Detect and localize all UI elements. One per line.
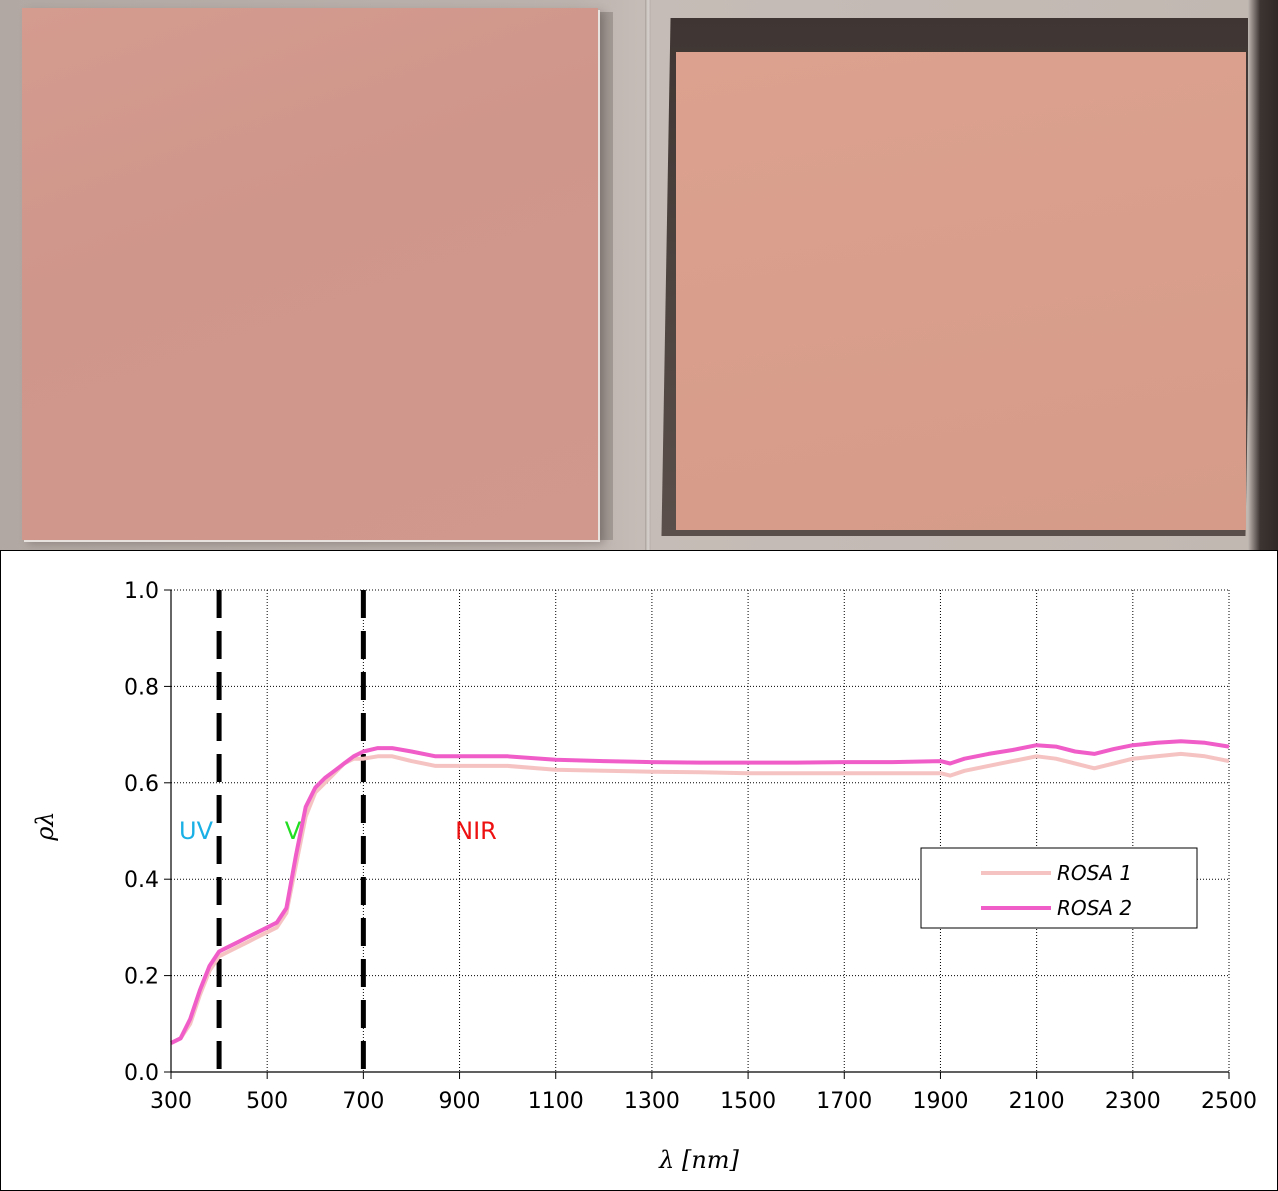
series-line-1 <box>170 751 1230 1045</box>
x-tick-label: 700 <box>342 1089 384 1114</box>
legend-box <box>920 847 1198 929</box>
y-tick-label: 0.6 <box>124 772 159 797</box>
series-line-2 <box>170 739 1230 1045</box>
x-axis-title: λ [nm] <box>658 1146 739 1174</box>
grid-layer <box>171 589 1230 1072</box>
legend-label: ROSA 2 <box>1057 896 1132 920</box>
x-tick-label: 2500 <box>1201 1089 1257 1114</box>
photo-divider <box>645 0 651 550</box>
x-tick-label: 1900 <box>912 1089 968 1114</box>
right-sample-tile <box>676 52 1246 530</box>
x-tick-label: 2100 <box>1009 1089 1065 1114</box>
x-tick-label: 1100 <box>528 1089 584 1114</box>
y-tick-label: 1.0 <box>124 579 159 604</box>
y-tick-label: 0.2 <box>124 965 159 990</box>
y-tick-label: 0.0 <box>124 1061 159 1086</box>
reflectance-chart-panel: 300 500 700 900 1100 1300 1500 1700 1900 2100 2300… <box>0 550 1278 1191</box>
y-axis-title: ρλ <box>31 811 59 841</box>
region-label-uv: UV <box>179 817 214 845</box>
x-tick-label: 500 <box>246 1089 288 1114</box>
y-tick-label: 0.8 <box>124 675 159 700</box>
region-labels: UV V NIR <box>179 817 497 845</box>
x-tick-label: 1300 <box>624 1089 680 1114</box>
y-tick-label: 0.4 <box>124 868 159 893</box>
x-tick-label: 1500 <box>720 1089 776 1114</box>
legend: ROSA 1 ROSA 2 <box>920 847 1198 929</box>
series-layer <box>170 739 1230 1045</box>
reflectance-chart: 300 500 700 900 1100 1300 1500 1700 1900 2100 2300… <box>31 579 1257 1174</box>
sample-photo-panel <box>0 0 1278 550</box>
x-tick-label: 1700 <box>816 1089 872 1114</box>
x-tick-label: 2300 <box>1105 1089 1161 1114</box>
axis-layer: 300 500 700 900 1100 1300 1500 1700 1900 2100 2300… <box>124 579 1257 1114</box>
region-label-nir: NIR <box>455 817 497 845</box>
x-tick-label: 300 <box>150 1089 192 1114</box>
legend-label: ROSA 1 <box>1057 861 1132 885</box>
region-label-v: V <box>285 817 302 845</box>
photo-right-edge <box>1248 0 1278 550</box>
x-tick-label: 900 <box>439 1089 481 1114</box>
left-sample-tile <box>22 8 598 540</box>
